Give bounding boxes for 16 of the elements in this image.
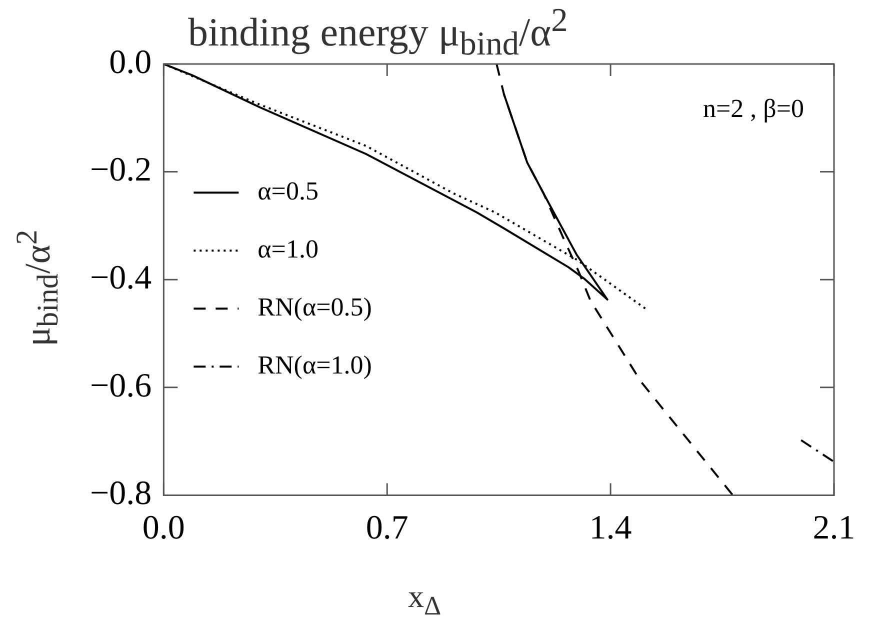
x-tick-label: 0.7 <box>366 510 408 547</box>
y-tick-label: 0.0 <box>109 44 152 81</box>
chart-title: binding energy μ$_{bind}$/α$^{2}$ <box>188 2 568 64</box>
legend-label: α=1.0 <box>258 234 318 264</box>
annotation: n=2 , β=0 <box>702 94 804 123</box>
legend-label: RN(α=0.5) <box>258 292 372 322</box>
y-tick-label: −0.8 <box>90 475 152 512</box>
legend-label: α=0.5 <box>258 176 318 206</box>
x-tick-label: 1.4 <box>589 510 632 547</box>
y-tick-label: −0.2 <box>90 152 152 189</box>
legend-label: RN(α=1.0) <box>258 350 372 380</box>
y-tick-label: −0.6 <box>90 367 152 404</box>
x-axis-title: x$_{Δ}$ <box>408 578 442 622</box>
x-tick-label: 0.0 <box>142 510 185 547</box>
x-tick-label: 2.1 <box>812 510 856 547</box>
y-tick-label: −0.4 <box>90 260 152 297</box>
